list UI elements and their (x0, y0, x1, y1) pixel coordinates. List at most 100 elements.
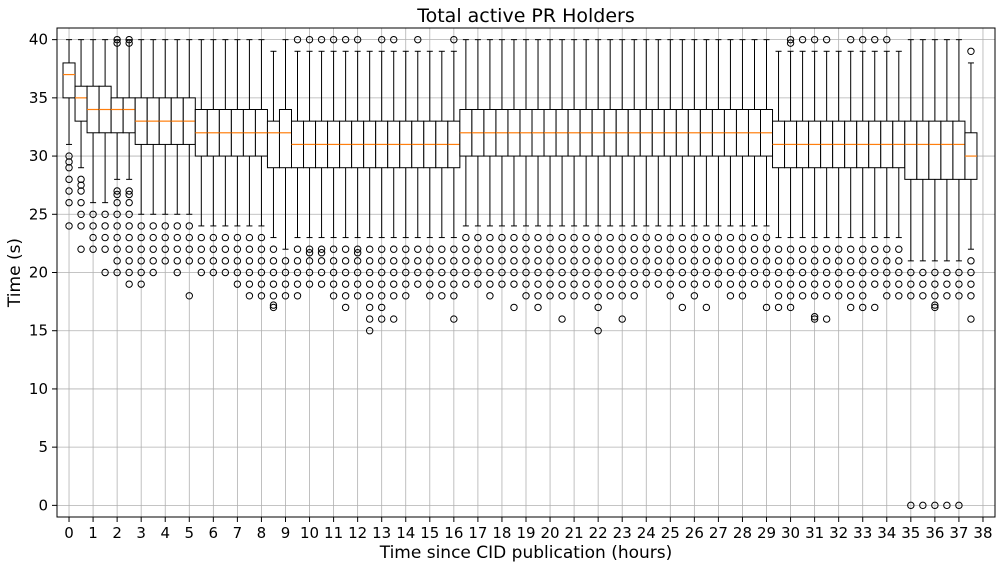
box-group (772, 50, 786, 312)
box-group (459, 39, 473, 288)
outlier-point (125, 39, 133, 47)
box-group (747, 39, 762, 288)
outlier-point (341, 245, 350, 253)
outlier-point (113, 245, 121, 253)
outlier-point (402, 257, 410, 265)
outlier-point (702, 268, 711, 277)
outlier-point (101, 268, 109, 277)
outlier-point (690, 268, 699, 277)
outlier-point (101, 210, 109, 218)
outlier-point (822, 35, 831, 44)
outlier-point (895, 257, 903, 265)
outlier-point (618, 233, 626, 242)
outlier-point (149, 222, 157, 230)
box-group (471, 39, 485, 288)
outlier-point (390, 35, 398, 44)
outlier-point (846, 303, 855, 312)
x-tick-label: 19 (516, 524, 535, 542)
outlier-point (883, 257, 891, 265)
outlier-point (726, 292, 735, 300)
outlier-point (65, 187, 73, 195)
outlier-point (834, 257, 843, 265)
y-tick-label: 25 (29, 205, 48, 223)
outlier-point (125, 233, 133, 242)
outlier-point (690, 280, 699, 288)
box-group (315, 35, 329, 288)
outlier-point (955, 280, 963, 288)
outlier-point (798, 257, 807, 265)
outlier-point (558, 233, 566, 242)
outlier-point (618, 268, 626, 277)
outlier-point (113, 187, 121, 195)
outlier-point (534, 268, 542, 277)
box-group (351, 35, 365, 300)
outlier-point (113, 35, 121, 44)
outlier-point (738, 245, 747, 253)
outlier-point (690, 292, 699, 300)
x-tick-label: 34 (877, 524, 896, 542)
outlier-point (185, 233, 193, 242)
outlier-point (269, 303, 278, 312)
box-group (964, 47, 978, 323)
box-group (699, 39, 713, 312)
outlier-point (798, 292, 807, 300)
iqr-box (928, 120, 942, 180)
outlier-point (438, 245, 446, 253)
outlier-point (606, 292, 614, 300)
outlier-point (859, 35, 867, 44)
x-tick-label: 20 (541, 524, 560, 542)
outlier-point (967, 315, 975, 323)
outlier-point (125, 35, 133, 44)
outlier-point (774, 292, 783, 300)
iqr-box (904, 120, 918, 180)
outlier-point (65, 175, 73, 184)
outlier-point (185, 222, 193, 230)
outlier-point (522, 280, 530, 288)
outlier-point (365, 303, 374, 312)
outlier-point (594, 280, 602, 288)
box-group (62, 39, 76, 230)
outlier-point (822, 268, 831, 277)
x-tick-label: 38 (973, 524, 992, 542)
x-tick-label: 28 (733, 524, 752, 542)
outlier-point (871, 303, 879, 312)
outlier-point (221, 233, 230, 242)
outlier-point (77, 175, 85, 184)
outlier-point (137, 257, 145, 265)
outlier-point (438, 257, 446, 265)
outlier-point (594, 292, 602, 300)
outlier-point (907, 268, 915, 277)
box-group (940, 39, 954, 510)
outlier-point (810, 280, 819, 288)
box-group (808, 35, 822, 323)
box-group (591, 39, 605, 335)
outlier-point (173, 245, 181, 253)
outlier-point (113, 268, 121, 277)
outlier-point (329, 292, 338, 300)
outlier-point (919, 268, 927, 277)
outlier-point (450, 245, 458, 253)
outlier-point (871, 268, 879, 277)
box-group (387, 35, 401, 323)
outlier-point (955, 292, 963, 300)
box-group (411, 35, 425, 288)
outlier-point (462, 257, 470, 265)
outlier-point (402, 292, 410, 300)
outlier-point (738, 233, 747, 242)
outlier-point (390, 315, 398, 323)
outlier-point (233, 233, 242, 242)
outlier-point (786, 292, 795, 300)
outlier-point (450, 268, 458, 277)
box-group (266, 50, 280, 312)
outlier-point (510, 268, 518, 277)
box-group (832, 50, 846, 300)
outlier-point (281, 280, 290, 288)
outlier-point (522, 245, 530, 253)
outlier-point (486, 257, 494, 265)
outlier-point (221, 245, 230, 253)
outlier-point (510, 245, 518, 253)
outlier-point (618, 315, 626, 323)
outlier-point (137, 268, 145, 277)
outlier-point (317, 245, 326, 253)
outlier-point (269, 257, 278, 265)
